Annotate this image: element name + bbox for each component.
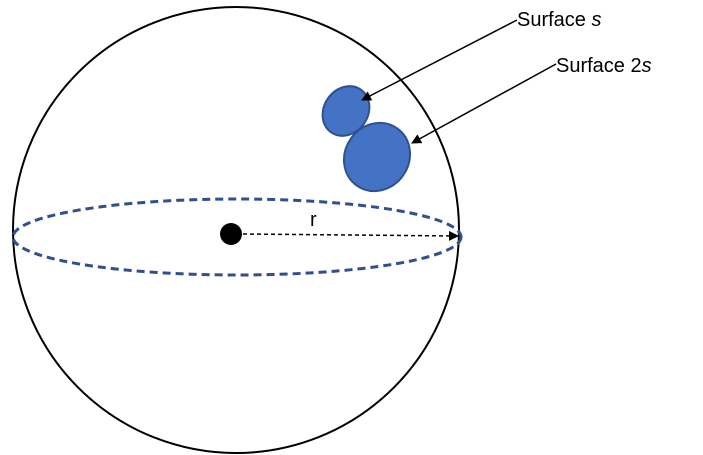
center-dot: [220, 223, 242, 245]
surface-s-label: Surface s: [517, 9, 601, 31]
surface-s-blob: [321, 85, 371, 137]
surface-s-pointer: [361, 19, 518, 101]
surface-2s-pointer: [411, 63, 557, 144]
radius-label: r: [310, 209, 317, 231]
radius-arrow: [242, 230, 459, 241]
equator-ellipse: [11, 197, 463, 277]
surface-2s-label: Surface 2s: [556, 55, 652, 77]
surface-2s-blob: [342, 121, 412, 193]
